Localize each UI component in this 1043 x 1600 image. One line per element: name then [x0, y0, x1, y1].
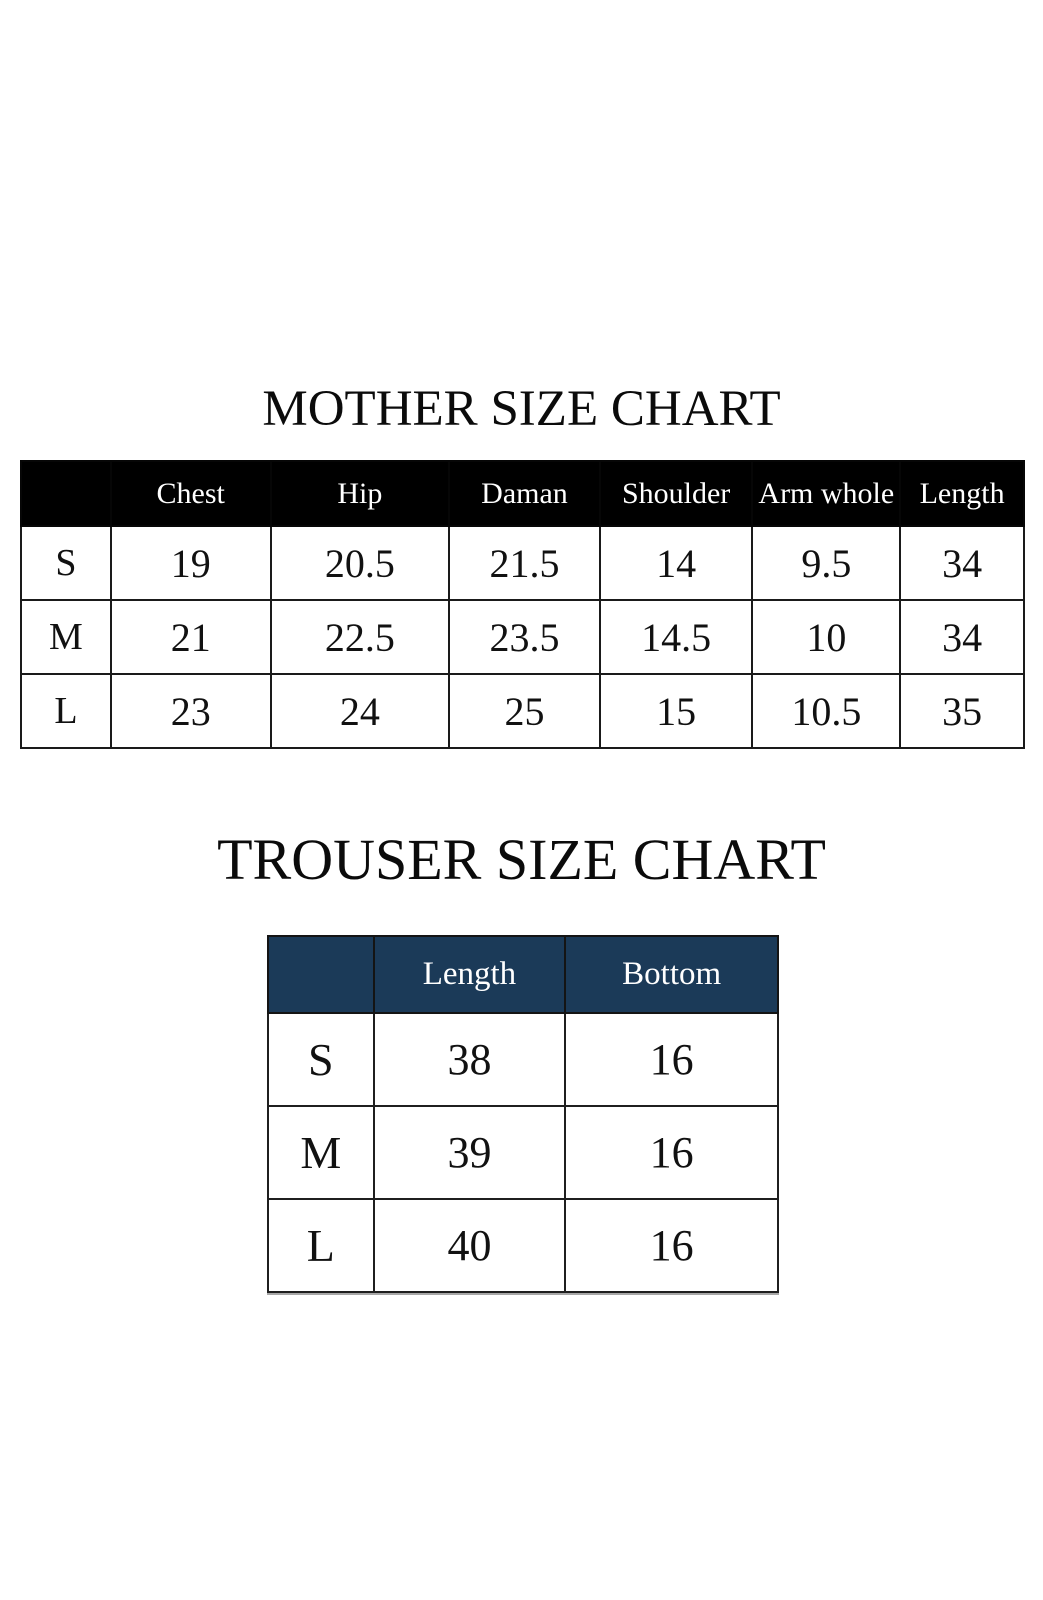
table-row-s: S 38 16	[267, 1012, 779, 1107]
value-cell: 15	[598, 673, 754, 749]
value-cell: 14	[598, 525, 754, 601]
value-cell: 24	[269, 673, 451, 749]
col-header-hip: Hip	[269, 460, 451, 527]
mother-size-table: Chest Hip Daman Shoulder Arm whole Lengt…	[20, 460, 1025, 749]
value-cell: 34	[899, 525, 1025, 601]
col-header-length: Length	[899, 460, 1025, 527]
trouser-table-header: Length Bottom	[267, 935, 779, 1014]
table-row-s: S 19 20.5 21.5 14 9.5 34	[20, 525, 1025, 601]
row-size-label: M	[20, 599, 112, 675]
col-header-bottom: Bottom	[564, 935, 779, 1014]
value-cell: 23	[109, 673, 272, 749]
header-row: Chest Hip Daman Shoulder Arm whole Lengt…	[20, 460, 1025, 527]
value-cell: 22.5	[269, 599, 451, 675]
row-size-label: L	[20, 673, 112, 749]
table-row-m: M 21 22.5 23.5 14.5 10 34	[20, 599, 1025, 675]
col-header-length: Length	[372, 935, 567, 1014]
mother-table-header: Chest Hip Daman Shoulder Arm whole Lengt…	[20, 460, 1025, 527]
row-size-label: S	[267, 1012, 375, 1107]
value-cell: 21.5	[448, 525, 601, 601]
table-row-l: L 23 24 25 15 10.5 35	[20, 673, 1025, 749]
value-cell: 10	[751, 599, 902, 675]
value-cell: 38	[372, 1012, 567, 1107]
col-header-daman: Daman	[448, 460, 601, 527]
table-row-l: L 40 16	[267, 1198, 779, 1293]
col-header-blank	[20, 460, 112, 527]
table-row-m: M 39 16	[267, 1105, 779, 1200]
value-cell: 25	[448, 673, 601, 749]
value-cell: 14.5	[598, 599, 754, 675]
trouser-size-table: Length Bottom S 38 16 M 39 16 L 40 16	[267, 935, 779, 1293]
value-cell: 20.5	[269, 525, 451, 601]
value-cell: 23.5	[448, 599, 601, 675]
row-size-label: L	[267, 1198, 375, 1293]
col-header-shoulder: Shoulder	[598, 460, 754, 527]
value-cell: 39	[372, 1105, 567, 1200]
value-cell: 21	[109, 599, 272, 675]
value-cell: 34	[899, 599, 1025, 675]
mother-chart-title: MOTHER SIZE CHART	[262, 381, 781, 437]
value-cell: 16	[564, 1198, 779, 1293]
value-cell: 9.5	[751, 525, 902, 601]
row-size-label: S	[20, 525, 112, 601]
value-cell: 40	[372, 1198, 567, 1293]
trouser-chart-title: TROUSER SIZE CHART	[217, 827, 826, 892]
col-header-arm-whole: Arm whole	[751, 460, 902, 527]
value-cell: 10.5	[751, 673, 902, 749]
col-header-chest: Chest	[109, 460, 272, 527]
value-cell: 16	[564, 1105, 779, 1200]
value-cell: 35	[899, 673, 1025, 749]
header-row: Length Bottom	[267, 935, 779, 1014]
value-cell: 19	[109, 525, 272, 601]
col-header-blank	[267, 935, 375, 1014]
value-cell: 16	[564, 1012, 779, 1107]
row-size-label: M	[267, 1105, 375, 1200]
